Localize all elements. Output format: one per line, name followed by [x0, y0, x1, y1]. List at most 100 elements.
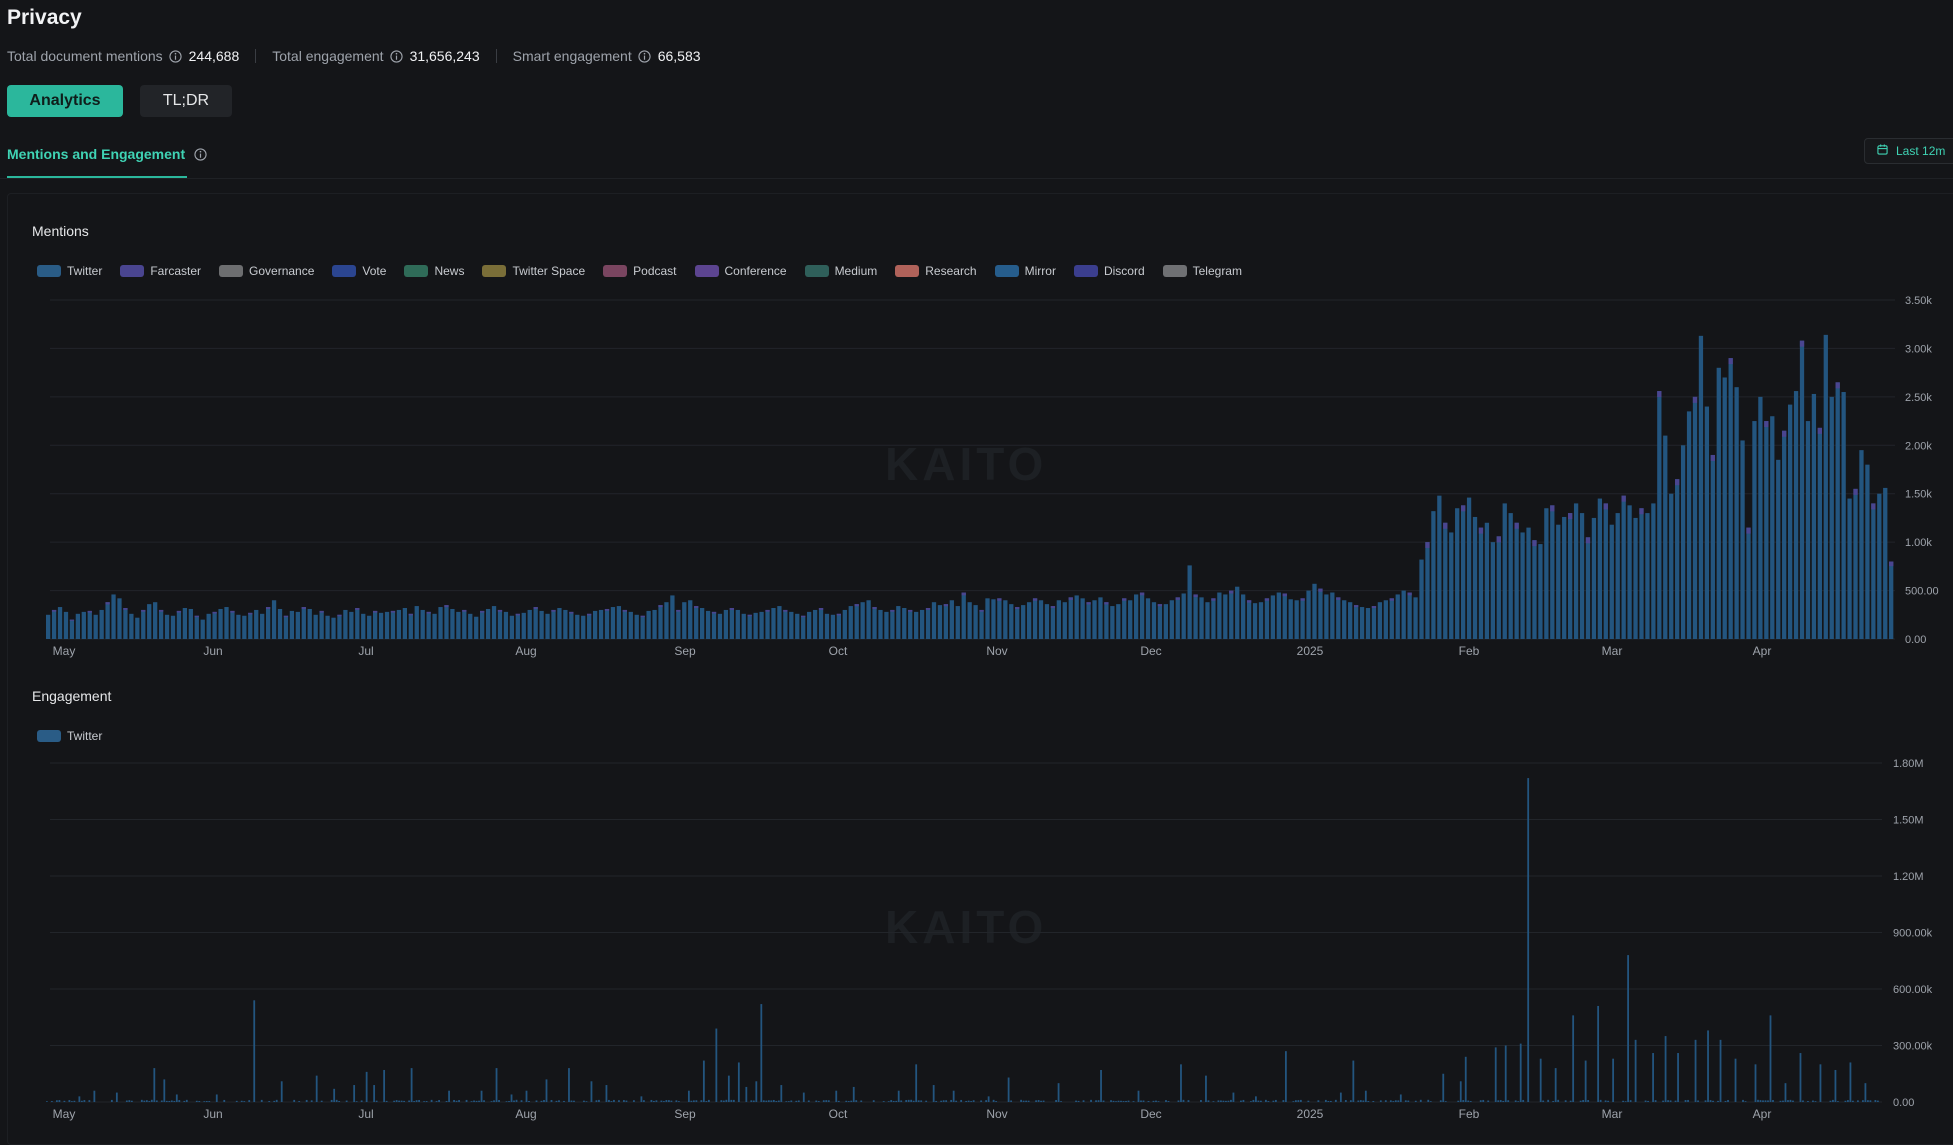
bar[interactable]: [1115, 1101, 1117, 1102]
bar[interactable]: [812, 609, 818, 639]
bar[interactable]: [1869, 1100, 1872, 1102]
bar[interactable]: [1883, 487, 1888, 639]
bar[interactable]: [455, 1100, 458, 1102]
bar[interactable]: [498, 1100, 500, 1102]
bar[interactable]: [1329, 1100, 1332, 1102]
bar[interactable]: [1037, 1100, 1040, 1102]
bar[interactable]: [1276, 592, 1281, 639]
bar[interactable]: [1698, 335, 1704, 639]
bar[interactable]: [658, 605, 663, 639]
bar[interactable]: [1020, 1099, 1023, 1102]
bar[interactable]: [173, 1100, 176, 1102]
bar[interactable]: [1379, 1100, 1382, 1102]
bar[interactable]: [1032, 598, 1038, 639]
bar[interactable]: [900, 1100, 903, 1102]
bar[interactable]: [1522, 1099, 1525, 1102]
bar[interactable]: [1175, 597, 1180, 639]
bar[interactable]: [1564, 1100, 1567, 1102]
bar[interactable]: [1444, 1101, 1447, 1102]
bar[interactable]: [1572, 1015, 1575, 1102]
bar[interactable]: [707, 1099, 710, 1102]
bar[interactable]: [1752, 421, 1757, 639]
bar[interactable]: [325, 615, 330, 639]
bar[interactable]: [1769, 1015, 1772, 1102]
bar[interactable]: [545, 613, 550, 639]
bar[interactable]: [1562, 516, 1567, 639]
subtab-mentions-engagement[interactable]: Mentions and Engagement: [7, 146, 207, 162]
bar[interactable]: [967, 1100, 970, 1102]
bar[interactable]: [573, 1100, 575, 1102]
bar[interactable]: [1246, 600, 1252, 639]
bar[interactable]: [702, 1060, 705, 1102]
bar[interactable]: [68, 1100, 71, 1102]
bar[interactable]: [505, 1101, 508, 1102]
bar[interactable]: [465, 1099, 468, 1102]
bar[interactable]: [503, 611, 509, 639]
bar[interactable]: [1223, 594, 1228, 639]
bar[interactable]: [1799, 1053, 1802, 1102]
bar[interactable]: [1419, 559, 1424, 639]
bar[interactable]: [1252, 1099, 1255, 1102]
bar[interactable]: [93, 614, 98, 639]
bar[interactable]: [1464, 1056, 1467, 1102]
bar[interactable]: [575, 614, 580, 639]
bar[interactable]: [1330, 592, 1335, 639]
bar[interactable]: [1857, 1100, 1859, 1102]
bar[interactable]: [1407, 1100, 1410, 1102]
bar[interactable]: [1040, 1100, 1042, 1102]
bar[interactable]: [1499, 1100, 1502, 1102]
bar[interactable]: [625, 1100, 628, 1102]
bar[interactable]: [1414, 1100, 1417, 1102]
bar[interactable]: [275, 1099, 278, 1102]
bar[interactable]: [860, 602, 865, 639]
bar[interactable]: [967, 602, 972, 639]
bar[interactable]: [1327, 1100, 1330, 1102]
bar[interactable]: [111, 594, 116, 639]
bar[interactable]: [1657, 391, 1662, 639]
bar[interactable]: [375, 1100, 378, 1102]
bar[interactable]: [622, 609, 627, 639]
bar[interactable]: [912, 1100, 915, 1102]
bar[interactable]: [390, 610, 396, 639]
bar[interactable]: [550, 1099, 553, 1102]
bar[interactable]: [289, 610, 295, 639]
bar[interactable]: [195, 1100, 198, 1102]
bar[interactable]: [495, 1068, 498, 1102]
bar[interactable]: [426, 611, 431, 639]
bar[interactable]: [837, 1100, 840, 1102]
bar[interactable]: [1478, 527, 1484, 639]
bar[interactable]: [845, 1100, 848, 1102]
bar[interactable]: [1819, 1064, 1822, 1102]
bar[interactable]: [1122, 598, 1127, 639]
bar[interactable]: [760, 1004, 763, 1102]
bar[interactable]: [280, 1081, 283, 1102]
bar[interactable]: [1764, 1100, 1767, 1102]
bar[interactable]: [1674, 1100, 1677, 1102]
bar[interactable]: [367, 615, 372, 639]
bar[interactable]: [70, 1101, 73, 1102]
bar[interactable]: [1147, 1101, 1150, 1102]
bar[interactable]: [1712, 1100, 1714, 1102]
bar[interactable]: [765, 609, 770, 639]
bar[interactable]: [682, 602, 687, 639]
bar[interactable]: [335, 1099, 338, 1102]
bar[interactable]: [790, 1100, 793, 1102]
bar[interactable]: [403, 1100, 406, 1102]
bar[interactable]: [1300, 598, 1305, 639]
bar[interactable]: [1514, 522, 1519, 639]
bar[interactable]: [995, 1101, 998, 1102]
bar[interactable]: [384, 611, 390, 639]
info-icon[interactable]: [193, 147, 207, 161]
bar[interactable]: [1294, 600, 1299, 639]
bar[interactable]: [1627, 505, 1632, 639]
bar[interactable]: [1740, 440, 1745, 639]
bar[interactable]: [400, 1100, 403, 1102]
bar[interactable]: [393, 1100, 396, 1102]
bar[interactable]: [1086, 602, 1091, 639]
bar[interactable]: [1294, 1100, 1297, 1102]
bar[interactable]: [705, 610, 711, 639]
bar[interactable]: [408, 1100, 411, 1102]
bar[interactable]: [940, 1100, 943, 1102]
bar[interactable]: [1145, 598, 1151, 639]
bar[interactable]: [1834, 1069, 1837, 1102]
